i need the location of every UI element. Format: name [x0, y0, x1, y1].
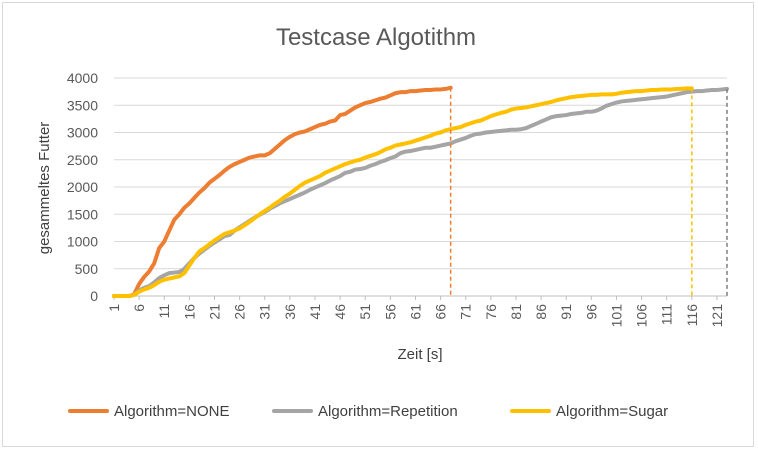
x-tick-label: 121 — [709, 304, 725, 328]
x-tick-label: 106 — [634, 304, 650, 328]
x-tick-label: 26 — [232, 304, 248, 320]
series-line-none — [112, 85, 453, 298]
chart-area — [2, 2, 754, 447]
x-tick-label: 101 — [608, 304, 624, 328]
x-tick-label: 56 — [382, 304, 398, 320]
x-tick-label: 36 — [282, 304, 298, 320]
y-axis-label: gesammeltes Futter — [36, 122, 53, 255]
y-tick-label: 3000 — [67, 125, 98, 141]
x-tick-label: 96 — [583, 304, 599, 320]
x-tick-label: 76 — [483, 304, 499, 320]
x-tick-label: 71 — [458, 304, 474, 320]
series-lines — [112, 85, 729, 298]
y-tick-label: 1500 — [67, 206, 98, 222]
legend: Algorithm=NONE Algorithm=Repetition Algori… — [68, 403, 668, 420]
y-tick-label: 2000 — [67, 179, 98, 195]
x-tick-label: 21 — [206, 304, 222, 320]
x-tick-label: 66 — [433, 304, 449, 320]
chart-title: Testcase Algotithm — [276, 24, 476, 51]
series-line-repetition — [112, 86, 729, 298]
x-axis-ticks: 1 6 11 16 21 26 31 36 41 46 51 56 61 66 71 76 81 86 91 96 10… — [106, 296, 725, 327]
x-tick-label: 111 — [659, 304, 675, 325]
x-tick-label: 116 — [684, 304, 700, 327]
y-tick-label: 500 — [75, 261, 99, 277]
x-tick-label: 61 — [407, 304, 423, 320]
legend-label: Algorithm=Repetition — [318, 403, 458, 420]
x-tick-label: 6 — [131, 304, 147, 312]
x-tick-label: 46 — [332, 304, 348, 320]
x-tick-label: 81 — [508, 304, 524, 320]
y-tick-label: 1000 — [67, 234, 98, 250]
x-tick-label: 11 — [156, 304, 172, 319]
legend-label: Algorithm=Sugar — [556, 403, 668, 420]
x-tick-label: 41 — [307, 304, 323, 320]
y-tick-label: 2500 — [67, 152, 98, 168]
y-axis-ticks: 0 500 1000 1500 2000 2500 3000 3500 4000 — [67, 70, 98, 304]
x-tick-label: 51 — [357, 304, 373, 320]
x-tick-label: 86 — [533, 304, 549, 320]
x-tick-label: 1 — [106, 304, 122, 312]
y-tick-label: 3500 — [67, 97, 98, 113]
y-tick-label: 0 — [90, 288, 98, 304]
x-tick-label: 16 — [181, 304, 197, 320]
gridlines — [114, 77, 727, 297]
x-tick-label: 31 — [257, 304, 273, 320]
legend-label: Algorithm=NONE — [114, 403, 229, 420]
series-line-sugar — [112, 86, 694, 298]
x-axis-label: Zeit [s] — [397, 346, 442, 363]
x-tick-label: 91 — [558, 304, 574, 320]
y-tick-label: 4000 — [67, 70, 98, 86]
end-drop-lines — [449, 87, 728, 296]
